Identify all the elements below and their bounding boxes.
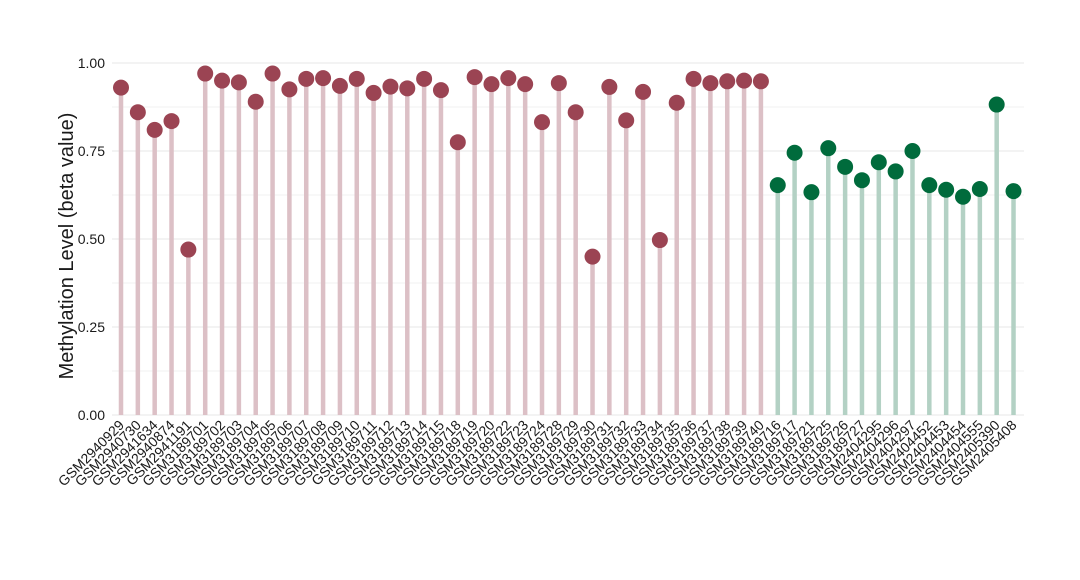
- data-point: [331, 77, 348, 94]
- data-point: [264, 65, 281, 82]
- data-point: [921, 177, 938, 194]
- data-point: [214, 72, 231, 89]
- data-point: [500, 70, 517, 87]
- y-tick-label: 0.00: [78, 407, 105, 423]
- data-point: [584, 248, 601, 265]
- data-point: [719, 73, 736, 90]
- data-point: [1005, 183, 1022, 200]
- data-point: [483, 76, 500, 93]
- data-point: [550, 75, 567, 92]
- data-point: [146, 121, 163, 138]
- data-point: [382, 78, 399, 95]
- data-point: [247, 93, 264, 110]
- point-layer: [113, 65, 1022, 265]
- data-point: [870, 154, 887, 171]
- data-point: [635, 83, 652, 100]
- data-point: [685, 70, 702, 87]
- data-point: [971, 181, 988, 198]
- data-point: [348, 70, 365, 87]
- y-tick-label: 0.75: [78, 143, 105, 159]
- stem-layer: [118, 73, 1016, 415]
- data-point: [769, 177, 786, 194]
- y-axis-ticks: 0.00 0.25 0.50 0.75 1.00: [78, 55, 105, 423]
- data-point: [752, 73, 769, 90]
- data-point: [416, 70, 433, 87]
- data-point: [837, 158, 854, 175]
- data-point: [820, 140, 837, 157]
- data-point: [466, 69, 483, 86]
- data-point: [651, 232, 668, 249]
- data-point: [887, 163, 904, 180]
- data-point: [534, 114, 550, 131]
- data-point: [230, 74, 247, 91]
- data-point: [853, 172, 870, 189]
- data-point: [988, 96, 1005, 113]
- data-point: [449, 134, 466, 151]
- data-point: [432, 82, 449, 99]
- x-axis-ticks: GSM2940929GSM2940730GSM2941634GSM2940874…: [55, 417, 1020, 490]
- data-point: [197, 65, 214, 82]
- data-point: [938, 181, 955, 198]
- data-point: [399, 80, 416, 97]
- data-point: [904, 143, 921, 159]
- data-point: [163, 113, 180, 130]
- data-point: [129, 104, 146, 121]
- grid-layer: [112, 62, 1024, 416]
- y-axis-title: Methylation Level (beta value): [56, 113, 78, 380]
- y-tick-label: 1.00: [78, 55, 105, 71]
- data-point: [702, 75, 719, 92]
- data-point: [281, 81, 298, 98]
- data-point: [365, 84, 382, 101]
- data-point: [517, 76, 534, 93]
- data-point: [736, 72, 753, 89]
- data-point: [786, 144, 803, 161]
- y-tick-label: 0.25: [78, 319, 105, 335]
- data-point: [567, 104, 584, 121]
- data-point: [668, 94, 685, 111]
- data-point: [955, 188, 971, 205]
- data-point: [113, 79, 129, 96]
- y-tick-label: 0.50: [78, 231, 105, 247]
- data-point: [298, 70, 315, 87]
- data-point: [803, 184, 820, 201]
- data-point: [315, 70, 332, 87]
- data-point: [180, 241, 197, 258]
- data-point: [618, 112, 635, 129]
- data-point: [601, 78, 618, 95]
